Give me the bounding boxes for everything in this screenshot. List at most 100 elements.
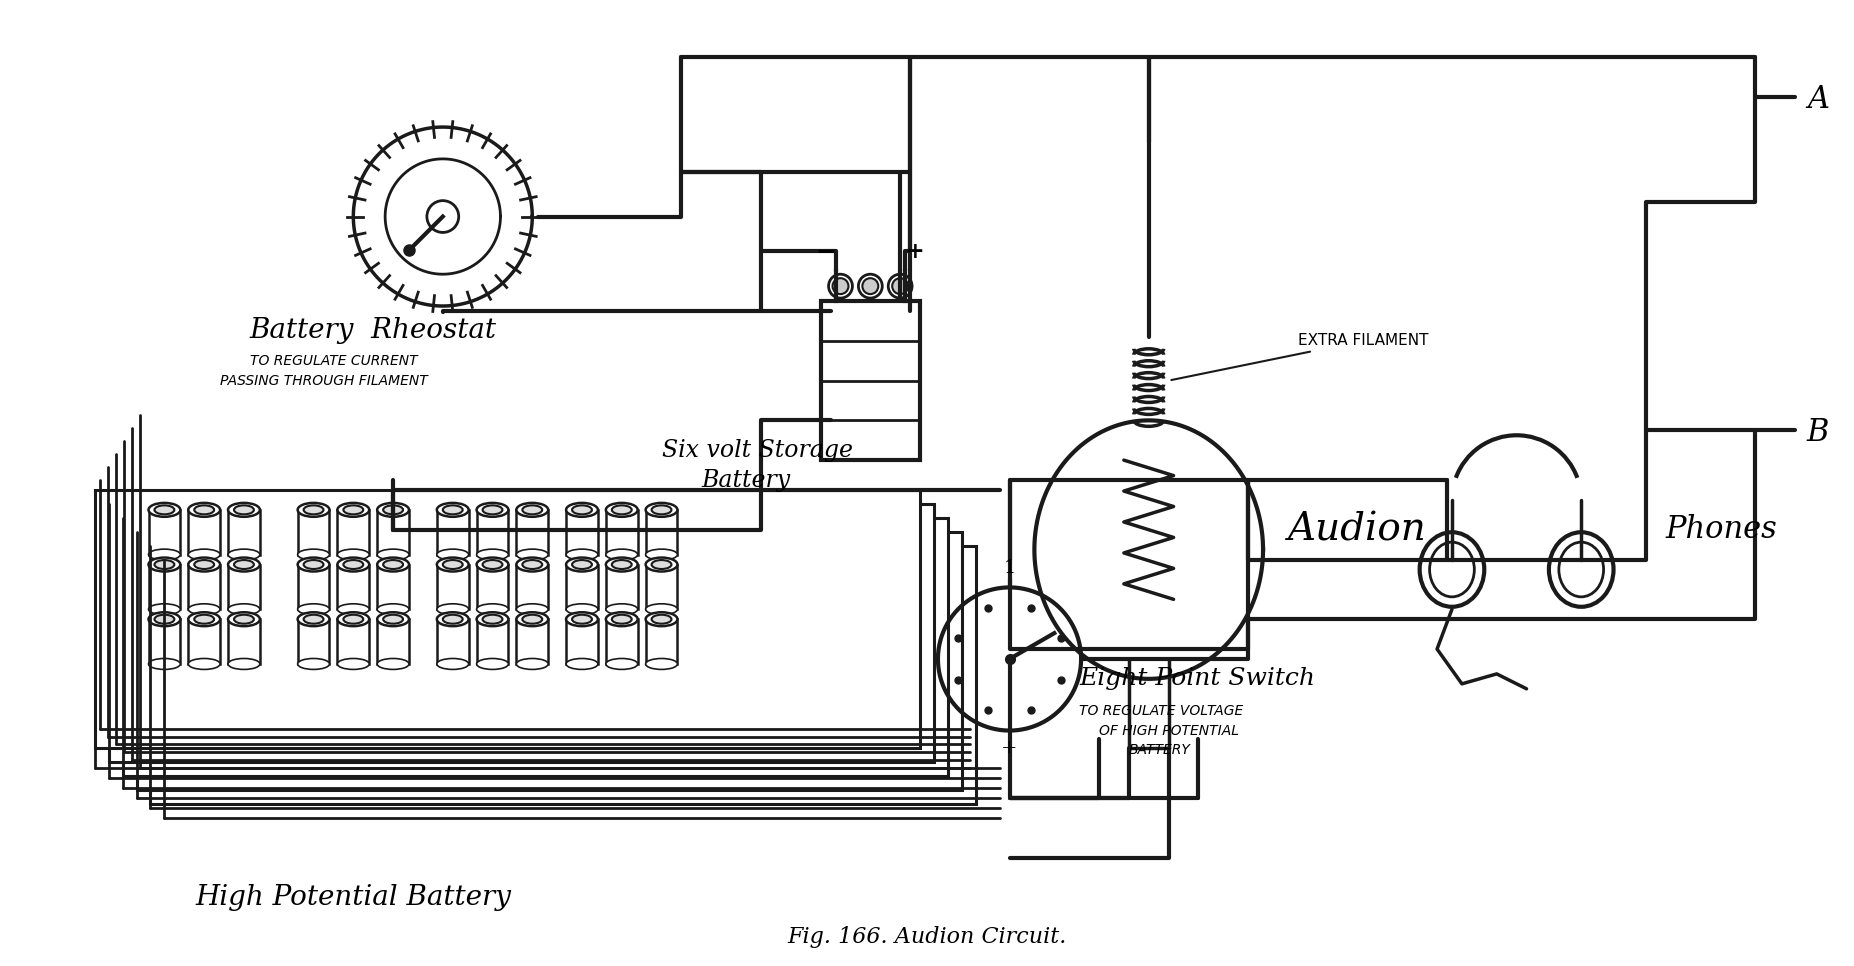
Ellipse shape [189,503,221,517]
Ellipse shape [645,604,677,614]
Text: EXTRA FILAMENT: EXTRA FILAMENT [1172,333,1428,380]
Ellipse shape [517,503,549,517]
Ellipse shape [148,549,180,560]
Text: OF HIGH POTENTIAL: OF HIGH POTENTIAL [1099,724,1238,738]
Bar [137,531,962,790]
Bar [565,564,597,610]
Ellipse shape [228,557,260,572]
Ellipse shape [337,549,369,560]
Ellipse shape [565,503,597,517]
Ellipse shape [189,549,221,560]
Bar [148,564,180,610]
Ellipse shape [228,612,260,626]
Bar [150,546,975,804]
Ellipse shape [523,560,541,569]
Text: B: B [1808,416,1830,448]
Ellipse shape [304,505,323,514]
Bar [565,619,597,664]
Ellipse shape [304,560,323,569]
Text: 1: 1 [1003,559,1016,578]
Ellipse shape [337,612,369,626]
Ellipse shape [298,612,330,626]
Bar [517,564,549,610]
Ellipse shape [304,614,323,624]
Ellipse shape [565,659,597,669]
Ellipse shape [606,557,638,572]
Ellipse shape [337,604,369,614]
Ellipse shape [376,659,410,669]
Ellipse shape [612,505,632,514]
Ellipse shape [476,549,508,560]
Ellipse shape [606,604,638,614]
Ellipse shape [337,503,369,517]
Bar [189,510,221,554]
Bar [376,619,410,664]
Text: A: A [1808,84,1828,115]
Circle shape [832,278,849,294]
Ellipse shape [645,503,677,517]
Bar [228,619,260,664]
Text: +: + [907,242,925,264]
Ellipse shape [148,557,180,572]
Bar [645,619,677,664]
Ellipse shape [645,549,677,560]
Ellipse shape [343,560,363,569]
Ellipse shape [234,614,254,624]
Ellipse shape [651,614,671,624]
Ellipse shape [573,505,591,514]
Ellipse shape [476,659,508,669]
Bar [438,510,469,554]
Ellipse shape [343,614,363,624]
Ellipse shape [189,659,221,669]
Ellipse shape [189,604,221,614]
Bar [148,510,180,554]
Circle shape [892,278,908,294]
Bar [337,619,369,664]
Ellipse shape [154,614,174,624]
Ellipse shape [476,557,508,572]
Ellipse shape [482,614,502,624]
Ellipse shape [376,549,410,560]
Ellipse shape [645,557,677,572]
Ellipse shape [337,659,369,669]
Bar [645,564,677,610]
Ellipse shape [189,612,221,626]
Bar [148,619,180,664]
Bar [438,564,469,610]
Text: +: + [1001,739,1018,756]
Bar [645,510,677,554]
Bar [476,510,508,554]
Bar [298,510,330,554]
Ellipse shape [476,604,508,614]
Ellipse shape [645,659,677,669]
Bar [228,510,260,554]
Text: Eight Point Switch: Eight Point Switch [1079,668,1314,691]
Ellipse shape [376,557,410,572]
Ellipse shape [476,503,508,517]
Ellipse shape [228,659,260,669]
Ellipse shape [384,560,402,569]
Ellipse shape [298,503,330,517]
Bar [821,301,920,460]
Bar [95,490,920,749]
Ellipse shape [376,612,410,626]
Ellipse shape [148,604,180,614]
Bar [189,564,221,610]
Ellipse shape [1559,542,1604,597]
Ellipse shape [523,505,541,514]
Bar [298,619,330,664]
Bar [189,619,221,664]
Ellipse shape [234,560,254,569]
Ellipse shape [651,560,671,569]
Ellipse shape [476,612,508,626]
Ellipse shape [298,557,330,572]
Ellipse shape [606,659,638,669]
Ellipse shape [606,612,638,626]
Bar [606,510,638,554]
Bar [476,619,508,664]
Text: Battery  Rheostat: Battery Rheostat [250,318,497,345]
Ellipse shape [148,612,180,626]
Ellipse shape [438,612,469,626]
Ellipse shape [298,604,330,614]
Circle shape [862,278,879,294]
